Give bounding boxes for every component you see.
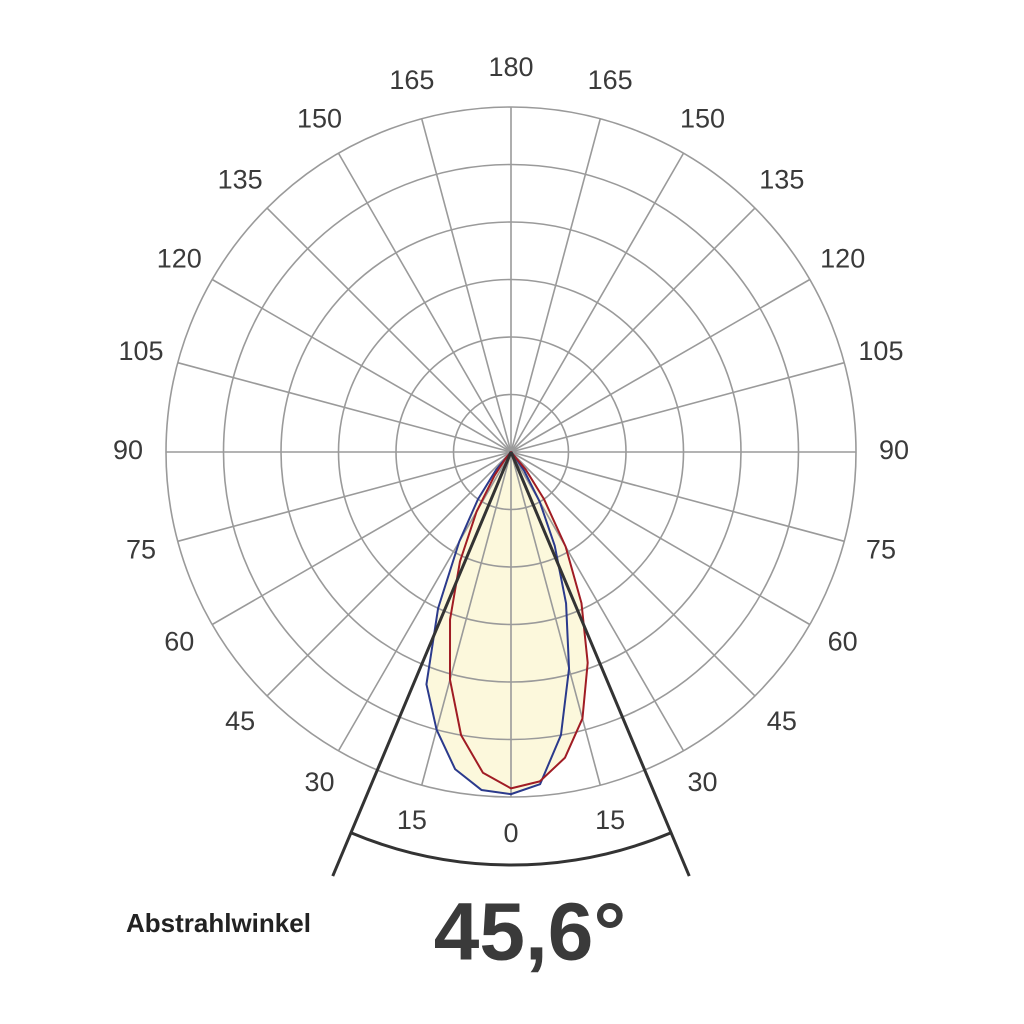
angle-tick-label: 165 [389,65,434,95]
grid-spoke [211,278,512,453]
angle-tick-label: 150 [680,103,725,133]
beam-line [331,451,513,877]
curve-fill [449,452,588,789]
grid-spoke [211,451,512,626]
plot: 0 15 15 30 30 45 45 60 60 75 75 90 90 105 105 120 120 135… [113,52,909,877]
grid-spoke [337,152,512,453]
angle-tick-label: 150 [297,103,342,133]
angle-tick-label: 90 [113,435,143,465]
grid-spoke [177,451,512,543]
angle-tick-label: 135 [759,164,804,194]
grid-spoke [510,451,845,543]
angle-tick-label: 135 [218,164,263,194]
grid-spoke [266,451,512,697]
angle-tick-label: 45 [225,706,255,736]
intensity-curve [448,451,589,790]
angle-tick-label: 15 [595,805,625,835]
intensity-curve [425,451,571,796]
angle-tick-label: 105 [119,336,164,366]
grid-spoke [510,451,756,697]
angle-tick-label: 90 [879,435,909,465]
angle-tick-label: 120 [820,244,865,274]
angle-tick-label: 45 [767,706,797,736]
grid-spoke [510,152,685,453]
beam-label: Abstrahlwinkel [126,908,311,938]
beam-line [509,451,691,877]
grid-spoke [266,207,512,453]
beam-angle: 45,6° [434,887,626,978]
angle-tick-label: 165 [588,65,633,95]
grid-spoke [510,118,602,453]
angle-tick-label: 105 [858,336,903,366]
angle-tick-label: 30 [687,767,717,797]
grid-spoke [177,361,512,453]
angle-tick-label: 60 [828,627,858,657]
grid-spoke [510,361,845,453]
beam-arc [350,831,672,867]
grid-spoke [510,451,811,626]
grid-spoke [510,278,811,453]
angle-tick-label: 75 [126,534,156,564]
angle-tick-label: 30 [304,767,334,797]
angle-tick-label: 180 [488,52,533,82]
angle-tick-label: 15 [397,805,427,835]
angle-tick-label: 0 [503,818,518,848]
angle-tick-label: 120 [157,244,202,274]
grid-spoke [510,207,756,453]
grid-spoke [420,118,512,453]
angle-tick-label: 75 [866,534,896,564]
grid-spoke [510,451,602,786]
angle-tick-label: 60 [164,627,194,657]
